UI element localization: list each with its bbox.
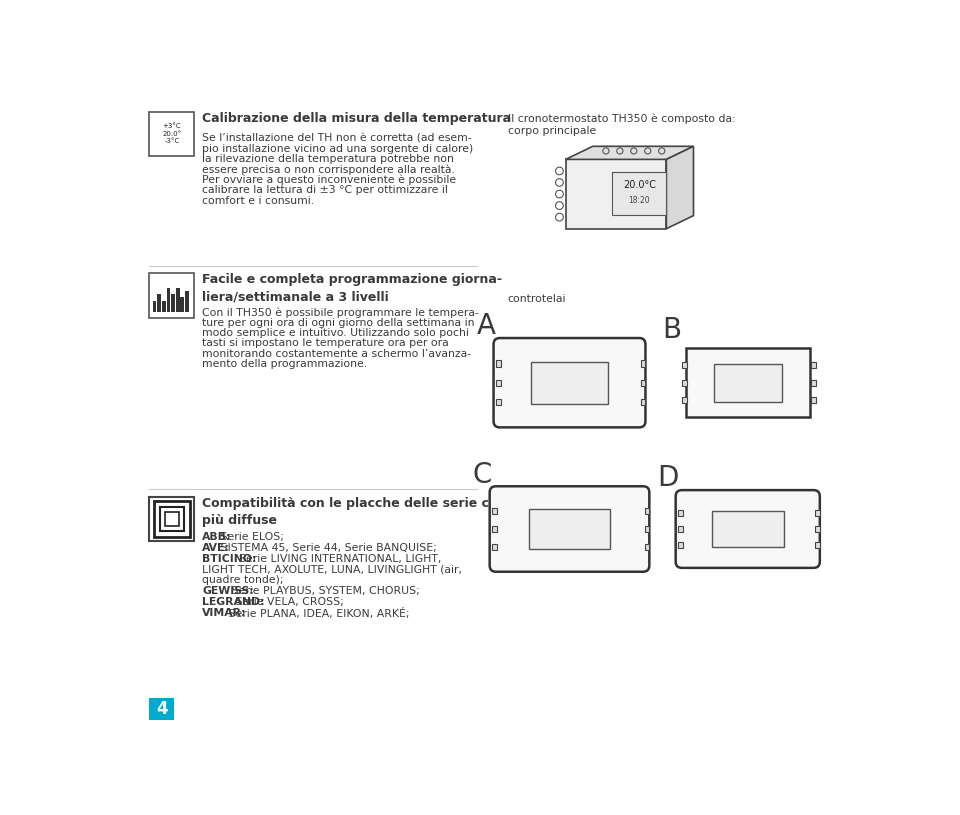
FancyBboxPatch shape — [490, 487, 649, 572]
Bar — [180, 297, 184, 312]
FancyBboxPatch shape — [676, 490, 820, 568]
Bar — [529, 509, 610, 549]
Text: essere precisa o non corrispondere alla realtà.: essere precisa o non corrispondere alla … — [203, 165, 455, 175]
Text: 4: 4 — [156, 700, 168, 718]
Text: mento della programmazione.: mento della programmazione. — [203, 359, 368, 369]
Text: tasti si impostano le temperature ora per ora: tasti si impostano le temperature ora pe… — [203, 338, 449, 349]
Bar — [185, 291, 189, 312]
Bar — [811, 397, 816, 403]
Text: Facile e completa programmazione giorna-
liera/settimanale a 3 livelli: Facile e completa programmazione giorna-… — [203, 273, 502, 303]
FancyBboxPatch shape — [493, 338, 645, 427]
Polygon shape — [565, 147, 693, 160]
Bar — [155, 501, 190, 537]
Text: Il cronotermostato TH350 è composto da:: Il cronotermostato TH350 è composto da: — [508, 113, 735, 124]
Bar — [153, 301, 156, 312]
Bar — [682, 363, 686, 368]
Bar — [176, 288, 180, 312]
Bar — [678, 509, 683, 516]
Polygon shape — [666, 147, 693, 229]
Bar — [171, 294, 175, 312]
Bar — [150, 698, 175, 720]
Bar — [645, 544, 649, 550]
Text: Con il TH350 è possibile programmare le tempera-: Con il TH350 è possibile programmare le … — [203, 307, 479, 318]
Text: VIMAR:: VIMAR: — [203, 607, 247, 618]
Text: SISTEMA 45, Serie 44, Serie BANQUISE;: SISTEMA 45, Serie 44, Serie BANQUISE; — [217, 543, 437, 553]
Text: ABB:: ABB: — [203, 532, 231, 542]
Bar — [713, 363, 781, 402]
Bar — [492, 508, 496, 513]
Text: AVE:: AVE: — [203, 543, 230, 553]
Text: C: C — [472, 460, 492, 488]
Text: Se l’installazione del TH non è corretta (ad esem-: Se l’installazione del TH non è corretta… — [203, 133, 471, 143]
Text: Serie VELA, CROSS;: Serie VELA, CROSS; — [232, 597, 344, 606]
Text: controtelai: controtelai — [508, 294, 566, 304]
Bar — [162, 301, 166, 312]
Text: B: B — [662, 316, 682, 344]
Text: Serie LIVING INTERNATIONAL, LIGHT,: Serie LIVING INTERNATIONAL, LIGHT, — [232, 553, 442, 564]
Bar — [678, 542, 683, 548]
Text: ture per ogni ora di ogni giorno della settimana in: ture per ogni ora di ogni giorno della s… — [203, 318, 474, 328]
Bar — [612, 173, 666, 215]
Bar — [531, 362, 608, 404]
Bar — [166, 288, 170, 312]
Text: comfort e i consumi.: comfort e i consumi. — [203, 196, 314, 205]
Text: LIGHT TECH, AXOLUTE, LUNA, LIVINGLIGHT (air,: LIGHT TECH, AXOLUTE, LUNA, LIVINGLIGHT (… — [203, 565, 462, 575]
Bar — [150, 496, 194, 541]
Polygon shape — [565, 160, 666, 229]
Text: Calibrazione della misura della temperatura: Calibrazione della misura della temperat… — [203, 112, 512, 125]
Bar — [678, 526, 683, 532]
Bar — [150, 112, 194, 156]
Text: Compatibilità con le placche delle serie civili
più diffuse: Compatibilità con le placche delle serie… — [203, 496, 514, 526]
Bar — [815, 509, 820, 516]
Bar — [160, 508, 183, 531]
Bar — [496, 360, 500, 367]
Text: +3°C
20.0°
-3°C: +3°C 20.0° -3°C — [162, 124, 181, 144]
Text: GEWISS:: GEWISS: — [203, 586, 253, 596]
Bar — [811, 380, 816, 385]
Text: quadre tonde);: quadre tonde); — [203, 575, 283, 585]
Text: Serie PLANA, IDEA, EIKON, ARKÉ;: Serie PLANA, IDEA, EIKON, ARKÉ; — [225, 607, 409, 619]
Text: monitorando costantemente a schermo l’avanza-: monitorando costantemente a schermo l’av… — [203, 349, 471, 359]
Text: LEGRAND:: LEGRAND: — [203, 597, 265, 606]
Text: 20.0°C: 20.0°C — [623, 180, 656, 190]
Bar — [682, 397, 686, 403]
Bar — [157, 294, 161, 312]
Text: la rilevazione della temperatura potrebbe non: la rilevazione della temperatura potrebb… — [203, 154, 454, 164]
Bar — [492, 526, 496, 532]
Text: calibrare la lettura di ±3 °C per ottimizzare il: calibrare la lettura di ±3 °C per ottimi… — [203, 185, 448, 196]
Bar — [165, 512, 179, 526]
Bar — [811, 363, 816, 368]
Bar — [815, 542, 820, 548]
Bar — [711, 511, 784, 547]
Bar — [645, 526, 649, 532]
Text: pio installazione vicino ad una sorgente di calore): pio installazione vicino ad una sorgente… — [203, 143, 473, 153]
Bar — [492, 544, 496, 550]
Text: Per ovviare a questo inconveniente è possibile: Per ovviare a questo inconveniente è pos… — [203, 174, 456, 185]
Text: Serie PLAYBUS, SYSTEM, CHORUS;: Serie PLAYBUS, SYSTEM, CHORUS; — [228, 586, 420, 596]
Bar — [641, 380, 645, 385]
Bar — [150, 273, 194, 318]
Text: D: D — [658, 465, 679, 492]
Text: A: A — [476, 312, 495, 341]
Bar — [496, 380, 500, 385]
Text: BTICINO:: BTICINO: — [203, 553, 256, 564]
Text: Serie ELOS;: Serie ELOS; — [217, 532, 284, 542]
Bar — [496, 399, 500, 405]
Bar — [641, 399, 645, 405]
Text: 18:20: 18:20 — [629, 196, 650, 205]
Bar — [815, 526, 820, 532]
Bar — [641, 360, 645, 367]
Text: modo semplice e intuitivo. Utilizzando solo pochi: modo semplice e intuitivo. Utilizzando s… — [203, 328, 469, 338]
Bar — [682, 380, 686, 385]
Bar — [685, 348, 809, 417]
Bar — [645, 508, 649, 513]
Text: corpo principale: corpo principale — [508, 126, 596, 135]
